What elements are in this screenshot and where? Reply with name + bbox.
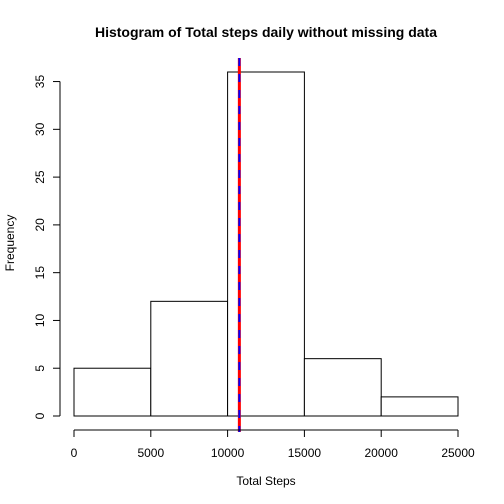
y-tick-label-3: 15 xyxy=(33,266,47,280)
x-axis-label: Total Steps xyxy=(236,474,295,488)
x-tick-label-3: 15000 xyxy=(288,446,322,460)
y-tick-label-5: 25 xyxy=(33,170,47,184)
x-tick-label-2: 10000 xyxy=(211,446,245,460)
histogram-bar-1 xyxy=(150,300,229,417)
y-tick-label-1: 5 xyxy=(33,365,47,372)
y-tick-label-0: 0 xyxy=(33,412,47,419)
y-tick-label-7: 35 xyxy=(33,75,47,89)
x-tick-label-5: 25000 xyxy=(441,446,475,460)
y-axis: 0 5 10 15 20 25 30 35 xyxy=(33,75,61,419)
histogram-bar-4 xyxy=(380,396,459,417)
chart-title: Histogram of Total steps daily without m… xyxy=(95,24,437,40)
x-axis: 0 5000 10000 15000 20000 25000 xyxy=(71,429,475,460)
y-tick-label-4: 20 xyxy=(33,218,47,232)
y-tick-label-2: 10 xyxy=(33,313,47,327)
x-tick-label-0: 0 xyxy=(71,446,78,460)
y-tick-label-6: 30 xyxy=(33,122,47,136)
histogram-bar-0 xyxy=(73,367,152,417)
x-tick-label-4: 20000 xyxy=(365,446,399,460)
bars-group xyxy=(73,71,459,417)
y-axis-label: Frequency xyxy=(3,215,17,272)
histogram-bar-3 xyxy=(303,358,382,417)
x-tick-label-1: 5000 xyxy=(137,446,164,460)
